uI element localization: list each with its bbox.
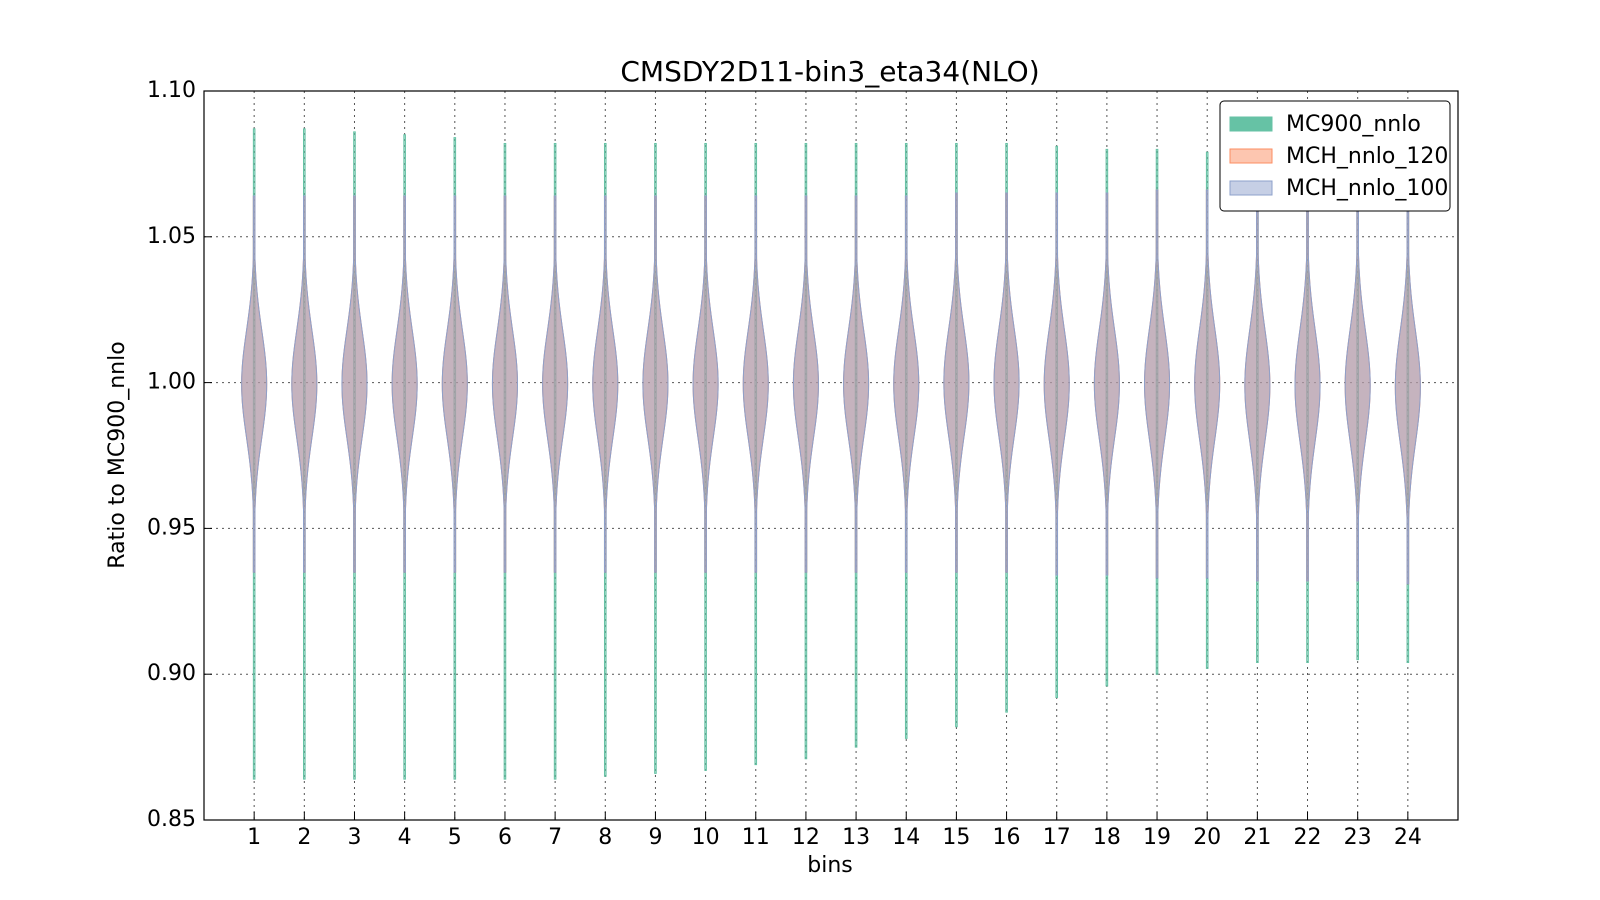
- y-tick-label: 0.85: [147, 807, 196, 832]
- violin: [1043, 192, 1070, 576]
- violin: [943, 192, 970, 573]
- violin: [843, 195, 870, 573]
- x-tick-label: 22: [1294, 825, 1322, 850]
- x-tick-label: 21: [1243, 825, 1271, 850]
- x-tick-label: 5: [448, 825, 462, 850]
- x-tick-label: 17: [1043, 825, 1071, 850]
- x-tick-label: 2: [297, 825, 311, 850]
- violin: [1194, 189, 1221, 579]
- violin: [1344, 189, 1371, 582]
- violin: [441, 195, 468, 573]
- y-tick-label: 0.95: [147, 515, 196, 540]
- x-tick-label: 19: [1143, 825, 1171, 850]
- x-tick-label: 24: [1394, 825, 1422, 850]
- x-tick-label: 1: [247, 825, 261, 850]
- x-tick-label: 13: [842, 825, 870, 850]
- x-tick-label: 23: [1344, 825, 1372, 850]
- violin: [1143, 189, 1171, 579]
- y-axis-label: Ratio to MC900_nnlo: [105, 341, 130, 568]
- legend-label: MCH_nnlo_120: [1286, 144, 1448, 169]
- x-tick-label: 3: [347, 825, 361, 850]
- y-tick-label: 0.90: [147, 661, 196, 686]
- violin: [291, 195, 318, 573]
- legend: MC900_nnlo MCH_nnlo_120 MCH_nnlo_100: [1219, 100, 1451, 212]
- violin: [1294, 189, 1321, 582]
- violin: [1244, 189, 1271, 582]
- y-tick-label: 1.05: [147, 224, 196, 249]
- violin: [893, 195, 920, 573]
- legend-swatch: [1229, 180, 1273, 196]
- x-tick-label: 10: [692, 825, 720, 850]
- violin: [1394, 189, 1421, 585]
- x-tick-label: 8: [598, 825, 612, 850]
- chart-title: CMSDY2D11-bin3_eta34(NLO): [620, 55, 1039, 88]
- violin: [792, 195, 819, 573]
- violin: [642, 195, 669, 573]
- legend-label: MCH_nnlo_100: [1286, 176, 1448, 201]
- violin: [742, 195, 769, 573]
- violin: [592, 195, 619, 573]
- legend-frame: [1219, 100, 1451, 212]
- legend-label: MC900_nnlo: [1286, 112, 1421, 137]
- violin: [491, 195, 519, 573]
- violin: [993, 192, 1020, 573]
- x-tick-label: 4: [398, 825, 412, 850]
- x-tick-label: 20: [1193, 825, 1221, 850]
- x-tick-label: 16: [993, 825, 1021, 850]
- x-tick-label: 12: [792, 825, 820, 850]
- x-tick-label: 18: [1093, 825, 1121, 850]
- violin: [542, 195, 569, 573]
- plot-frame: [203, 90, 1459, 821]
- y-tick-label: 1.00: [147, 370, 196, 395]
- x-tick-label: 11: [742, 825, 770, 850]
- violin: [241, 195, 268, 573]
- x-tick-label: 9: [648, 825, 662, 850]
- x-tick-label: 6: [498, 825, 512, 850]
- violin: [341, 195, 368, 573]
- x-tick-label: 15: [942, 825, 970, 850]
- violin: [692, 195, 719, 573]
- y-tick-label: 1.10: [147, 78, 196, 103]
- legend-swatch: [1229, 116, 1273, 132]
- violin: [1093, 192, 1120, 576]
- x-tick-label: 7: [548, 825, 562, 850]
- legend-swatch: [1229, 148, 1273, 164]
- x-tick-label: 14: [892, 825, 920, 850]
- x-axis-label: bins: [807, 853, 852, 878]
- violin: [391, 195, 418, 573]
